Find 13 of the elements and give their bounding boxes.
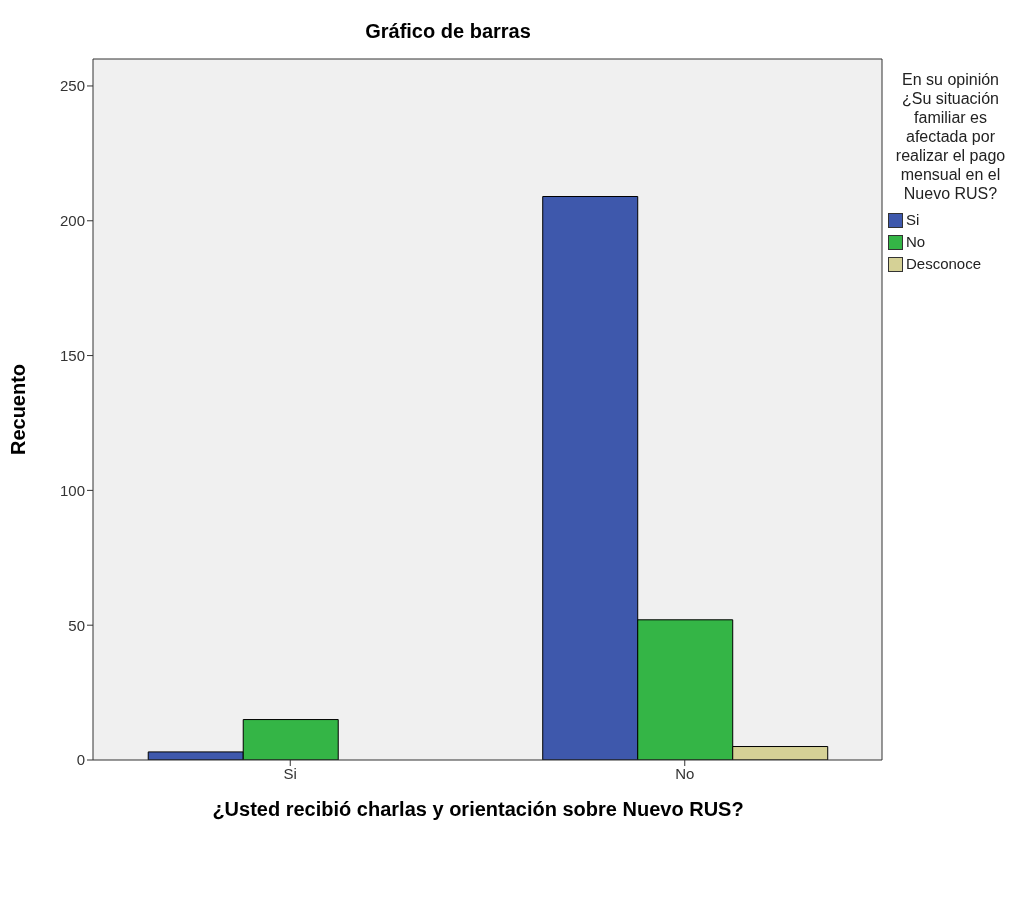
- legend-label: Desconoce: [906, 254, 982, 274]
- y-tick-label: 50: [68, 616, 85, 634]
- y-tick-label: 200: [59, 212, 85, 230]
- legend-title: En su opinión ¿Su situación familiar es afectada por realizar el pago mensual en el Nuevo RUS?: [894, 70, 1007, 203]
- chart-title: Gráfico de barras: [364, 19, 532, 44]
- y-tick-label: 100: [59, 481, 85, 499]
- x-axis-title: ¿Usted recibió charlas y orientación sobre Nuevo RUS?: [211, 798, 745, 820]
- y-axis-title: Recuento: [7, 363, 30, 456]
- y-tick-label: 0: [76, 751, 85, 769]
- y-tick-label: 250: [59, 77, 85, 95]
- y-tick-label: 150: [59, 346, 85, 364]
- legend-label: Si: [906, 210, 920, 230]
- legend-label: No: [906, 232, 926, 252]
